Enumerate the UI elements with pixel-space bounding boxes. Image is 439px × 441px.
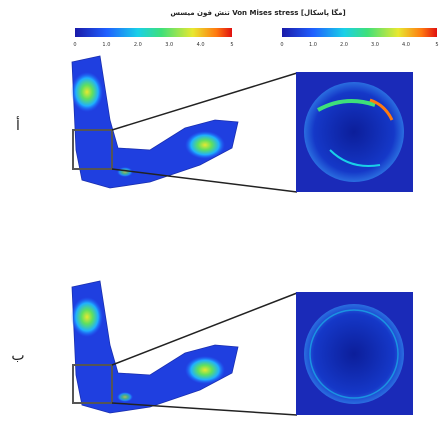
panel-label: أ <box>16 116 20 134</box>
colorbar-tick-label: 1.0 <box>102 42 110 48</box>
colorbar-tick-label: 4.0 <box>197 42 205 48</box>
panel-a <box>71 56 413 192</box>
colorbar-tick-label: 5 <box>435 42 438 48</box>
colorbar-tick-label: 3.0 <box>165 42 173 48</box>
colorbar-tick-label: 5 <box>230 42 233 48</box>
colorbar-tick-label: 0 <box>280 42 283 48</box>
blade <box>71 281 238 413</box>
colorbar <box>75 28 232 37</box>
legend-title: تنش فون میسس Von Mises stress [مگا پاسکا… <box>170 8 345 17</box>
panel-b <box>71 281 413 415</box>
colorbar-tick-label: 4.0 <box>402 42 410 48</box>
colorbar-tick-label: 2.0 <box>134 42 142 48</box>
zoom-line <box>112 403 297 415</box>
inset-circle <box>304 304 404 404</box>
figure: تنش فون میسس Von Mises stress [مگا پاسکا… <box>0 0 439 441</box>
colorbar-tick-label: 0 <box>73 42 76 48</box>
colorbar-tick-label: 2.0 <box>340 42 348 48</box>
colorbar-tick-label: 3.0 <box>371 42 379 48</box>
panel-label: ب <box>11 348 24 364</box>
inset-circle <box>304 82 404 182</box>
colorbar <box>282 28 437 37</box>
zoom-line <box>112 73 297 130</box>
colorbar-tick-label: 1.0 <box>309 42 317 48</box>
